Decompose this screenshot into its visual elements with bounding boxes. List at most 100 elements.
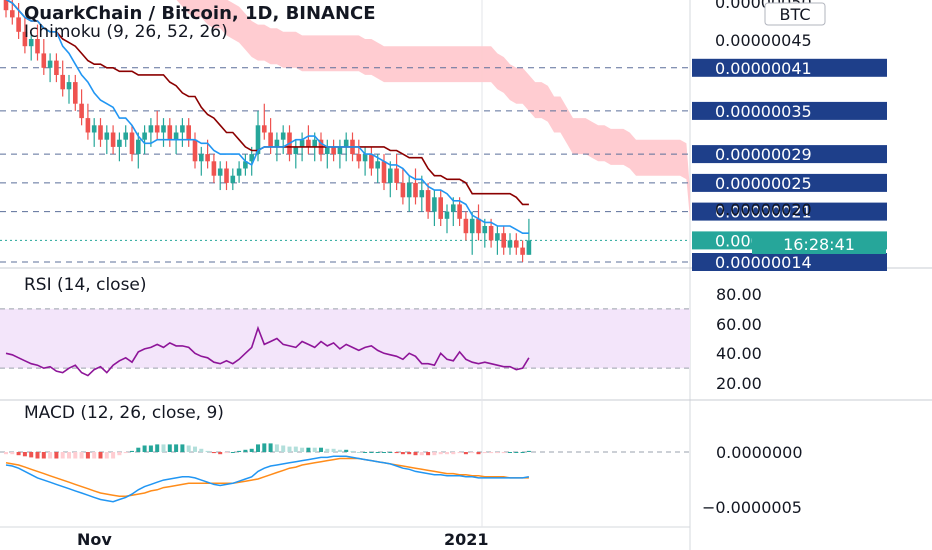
macd-hist-bar-20 bbox=[130, 450, 134, 452]
macd-hist-bar-58 bbox=[369, 452, 374, 453]
price-tag-box-4 bbox=[692, 202, 887, 221]
price-tag-box-2 bbox=[692, 145, 887, 164]
macd-hist-bar-63 bbox=[400, 452, 405, 455]
candle-body-61 bbox=[388, 168, 393, 183]
tenkan-line bbox=[5, 0, 529, 234]
candle-body-7 bbox=[47, 60, 53, 68]
macd-hist-bar-76 bbox=[482, 452, 487, 454]
candle-body-42 bbox=[268, 132, 273, 147]
macd-hist-bar-46 bbox=[293, 446, 298, 452]
rsi-group bbox=[5, 325, 530, 377]
candle-body-27 bbox=[173, 132, 179, 140]
candle-body-67 bbox=[425, 190, 431, 212]
candle-body-65 bbox=[413, 182, 418, 198]
macd-hist-bar-43 bbox=[274, 444, 279, 452]
candle-body-2 bbox=[16, 17, 21, 32]
rsi-tick-60: 60.00 bbox=[716, 315, 762, 334]
price-tag-box-3 bbox=[692, 173, 887, 192]
candle-body-23 bbox=[148, 125, 154, 133]
candle-body-64 bbox=[406, 182, 412, 198]
candle-body-80 bbox=[507, 240, 513, 248]
candle-body-39 bbox=[249, 154, 254, 162]
rsi-title: RSI (14, close) bbox=[24, 275, 147, 295]
macd-hist-bar-11 bbox=[73, 452, 78, 459]
candle-body-70 bbox=[444, 211, 450, 219]
price-tag-label-3: 0.00000025 bbox=[715, 174, 812, 193]
macd-hist-bar-1 bbox=[10, 452, 15, 455]
macd-hist-bar-74 bbox=[470, 452, 475, 454]
candle-body-48 bbox=[306, 139, 311, 147]
countdown-label: 16:28:41 bbox=[783, 235, 855, 254]
macd-hist-bar-3 bbox=[22, 452, 27, 457]
candle-body-16 bbox=[104, 132, 110, 140]
macd-hist-bar-5 bbox=[35, 452, 40, 459]
candle-body-81 bbox=[514, 240, 519, 248]
macd-hist-bar-65 bbox=[413, 452, 418, 456]
macd-hist-bar-49 bbox=[312, 447, 317, 452]
candle-body-79 bbox=[501, 233, 506, 248]
candle-body-56 bbox=[356, 154, 362, 162]
candle-body-74 bbox=[469, 218, 475, 234]
candle-body-13 bbox=[85, 118, 91, 133]
candle-body-24 bbox=[154, 125, 160, 133]
macd-hist-bar-37 bbox=[237, 450, 242, 452]
candle-body-21 bbox=[136, 139, 141, 155]
price-tag-label-6: 0.00000014 bbox=[715, 253, 812, 272]
macd-hist-bar-42 bbox=[268, 443, 273, 452]
macd-hist-bar-16 bbox=[104, 452, 109, 459]
x-label-nov: Nov bbox=[77, 530, 112, 549]
macd-hist-bar-32 bbox=[205, 450, 210, 452]
macd-signal-line bbox=[5, 457, 529, 498]
macd-hist-bar-21 bbox=[136, 447, 141, 452]
macd-hist-bar-71 bbox=[451, 452, 456, 455]
macd-title: MACD (12, 26, close, 9) bbox=[24, 403, 224, 423]
candle-body-54 bbox=[343, 139, 349, 147]
candle-body-15 bbox=[98, 125, 103, 140]
currency-badge-label: BTC bbox=[780, 5, 811, 24]
price-lines-group bbox=[0, 67, 690, 263]
macd-hist-bar-39 bbox=[249, 448, 254, 452]
candle-body-44 bbox=[280, 132, 286, 140]
macd-hist-bar-60 bbox=[382, 452, 386, 453]
candle-body-1 bbox=[10, 10, 15, 18]
macd-hist-bar-14 bbox=[92, 452, 97, 459]
macd-hist-bar-78 bbox=[495, 452, 500, 454]
macd-hist-bar-70 bbox=[445, 452, 449, 455]
candles-group bbox=[3, 0, 532, 262]
x-label-2021: 2021 bbox=[444, 530, 489, 549]
macd-hist-bar-7 bbox=[48, 452, 53, 459]
countdown-box bbox=[752, 235, 886, 254]
price-tag-label-0: 0.00000041 bbox=[715, 59, 812, 78]
macd-hist-bar-13 bbox=[85, 452, 90, 459]
macd-hist-bar-35 bbox=[224, 452, 229, 454]
macd-hist-bar-53 bbox=[337, 449, 342, 452]
macd-hist-bar-33 bbox=[211, 452, 216, 454]
macd-hist-bar-19 bbox=[123, 452, 128, 454]
candle-body-73 bbox=[463, 218, 469, 234]
rsi-tick-20: 20.00 bbox=[716, 374, 762, 393]
currency-badge[interactable] bbox=[764, 2, 826, 26]
macd-hist-bar-68 bbox=[432, 452, 437, 456]
candle-body-29 bbox=[186, 125, 191, 140]
macd-hist-bar-75 bbox=[476, 452, 481, 455]
macd-hist-bar-22 bbox=[142, 445, 147, 452]
candle-body-43 bbox=[274, 139, 280, 147]
macd-hist-bar-24 bbox=[155, 444, 160, 452]
candle-body-19 bbox=[123, 132, 128, 140]
macd-hist-bar-34 bbox=[218, 452, 223, 455]
macd-hist-bar-26 bbox=[167, 444, 172, 452]
rsi-band bbox=[0, 308, 690, 369]
price-tick-20: 0.00000020 bbox=[715, 200, 812, 219]
candle-body-8 bbox=[54, 60, 59, 75]
candle-body-37 bbox=[236, 168, 242, 176]
candle-body-36 bbox=[230, 175, 236, 183]
price-tag-label-4: 0.00000021 bbox=[715, 203, 812, 222]
candle-body-0 bbox=[3, 0, 9, 11]
macd-hist-bar-67 bbox=[426, 452, 431, 456]
candle-body-53 bbox=[337, 146, 343, 155]
candle-body-63 bbox=[400, 182, 406, 198]
macd-hist-bar-80 bbox=[508, 452, 512, 453]
candle-body-34 bbox=[217, 168, 223, 176]
macd-hist-bar-62 bbox=[394, 452, 399, 454]
